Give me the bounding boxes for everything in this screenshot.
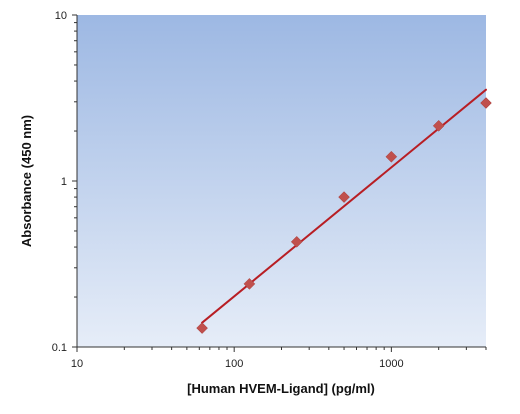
data-points bbox=[196, 97, 492, 334]
data-point bbox=[290, 235, 303, 248]
y-tick-label: 10 bbox=[55, 10, 67, 22]
x-tick-label: 1000 bbox=[379, 358, 403, 370]
data-point bbox=[196, 322, 208, 334]
y-tick-label: 0.1 bbox=[52, 342, 67, 354]
axis-ticks: 10 100 1000 0.1 1 10 bbox=[52, 10, 487, 370]
y-axis-title: Absorbance (450 nm) bbox=[19, 115, 34, 247]
x-tick-label: 10 bbox=[71, 358, 83, 370]
x-tick-label: 100 bbox=[225, 358, 243, 370]
data-point bbox=[432, 119, 445, 132]
data-point bbox=[480, 97, 492, 109]
plot-area bbox=[77, 15, 486, 347]
data-point bbox=[243, 278, 256, 290]
data-point bbox=[338, 191, 350, 203]
y-tick-label: 1 bbox=[61, 176, 67, 188]
data-point bbox=[385, 150, 398, 163]
x-axis-title: [Human HVEM-Ligand] (pg/ml) bbox=[187, 381, 375, 396]
